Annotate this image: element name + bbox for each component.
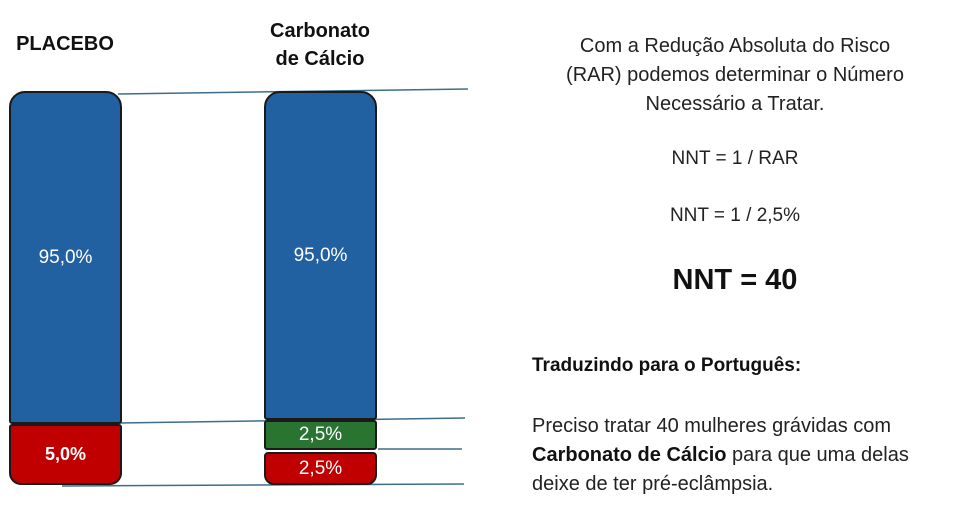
guide-line-bottom: [62, 484, 464, 486]
calcium-middle-value: 2,5%: [299, 424, 342, 446]
conclusion-line2: Carbonato de Cálcio para que uma delas: [532, 441, 972, 470]
intro-line: Com a Redução Absoluta do Risco: [520, 32, 950, 61]
nnt-formula: NNT = 1 / RAR: [520, 148, 950, 170]
placebo-bar-no-outcome: 95,0%: [9, 91, 122, 424]
calcium-top-value: 95,0%: [294, 245, 348, 267]
conclusion-line2-rest: para que uma delas: [726, 444, 908, 466]
conclusion-line3: deixe de ter pré-eclâmpsia.: [532, 470, 972, 499]
intro-line: Necessário a Tratar.: [520, 90, 950, 119]
translation-heading: Traduzindo para o Português:: [532, 355, 801, 377]
intro-paragraph: Com a Redução Absoluta do Risco (RAR) po…: [520, 32, 950, 119]
intro-line: (RAR) podemos determinar o Número: [520, 61, 950, 90]
conclusion-line1: Preciso tratar 40 mulheres grávidas com: [532, 412, 972, 441]
nnt-result: NNT = 40: [520, 264, 950, 297]
placebo-top-value: 95,0%: [39, 247, 93, 269]
placebo-bottom-value: 5,0%: [45, 444, 86, 465]
calcium-bar-outcome: 2,5%: [264, 452, 377, 485]
nnt-formula-applied: NNT = 1 / 2,5%: [520, 205, 950, 227]
conclusion-bold: Carbonato de Cálcio: [532, 444, 726, 466]
placebo-bar-outcome: 5,0%: [9, 424, 122, 485]
calcium-bottom-value: 2,5%: [299, 458, 342, 480]
calcium-bar-no-outcome: 95,0%: [264, 91, 377, 420]
conclusion-paragraph: Preciso tratar 40 mulheres grávidas com …: [532, 412, 972, 499]
calcium-bar-risk-reduction: 2,5%: [264, 420, 377, 450]
